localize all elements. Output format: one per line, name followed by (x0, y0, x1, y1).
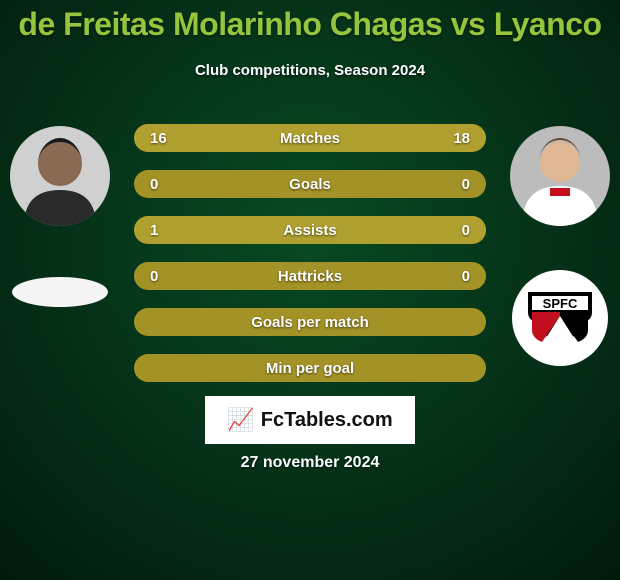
stat-bar: Goals per match (134, 308, 486, 336)
stat-label: Matches (280, 130, 340, 147)
player-silhouette-icon (510, 126, 610, 226)
stat-label: Hattricks (278, 268, 342, 285)
chart-icon: 📈 (227, 407, 254, 433)
stat-label: Goals per match (251, 314, 369, 331)
stats-area: 16 18 Matches 0 0 Goals 1 0 Assists 0 0 Hattricks Go… (134, 124, 486, 400)
stat-bar: 0 0 Goals (134, 170, 486, 198)
stat-label: Min per goal (266, 360, 354, 377)
player-silhouette-icon (10, 126, 110, 226)
stat-value-left: 0 (150, 268, 158, 285)
player-left-photo (10, 126, 110, 226)
stat-value-left: 0 (150, 176, 158, 193)
page-title: de Freitas Molarinho Chagas vs Lyanco (0, 6, 620, 43)
stat-label: Assists (283, 222, 336, 239)
svg-text:SPFC: SPFC (543, 296, 578, 311)
subtitle: Club competitions, Season 2024 (0, 62, 620, 79)
branding-label: FcTables.com (261, 409, 393, 432)
stat-bar: 1 0 Assists (134, 216, 486, 244)
stat-value-right: 0 (462, 268, 470, 285)
stat-value-right: 18 (453, 130, 470, 147)
stat-value-left: 1 (150, 222, 158, 239)
club-placeholder-icon (12, 277, 108, 307)
stat-value-left: 16 (150, 130, 167, 147)
stat-bar: 16 18 Matches (134, 124, 486, 152)
comparison-card: de Freitas Molarinho Chagas vs Lyanco Cl… (0, 0, 620, 580)
stat-bar: 0 0 Hattricks (134, 262, 486, 290)
stat-bar: Min per goal (134, 354, 486, 382)
club-left-logo (10, 242, 110, 342)
date-label: 27 november 2024 (0, 454, 620, 472)
branding-box[interactable]: 📈 FcTables.com (205, 396, 415, 444)
player-right-photo (510, 126, 610, 226)
stat-value-right: 0 (462, 176, 470, 193)
spfc-crest-icon: SPFC (510, 268, 610, 368)
stat-label: Goals (289, 176, 331, 193)
stat-value-right: 0 (462, 222, 470, 239)
club-right-logo: SPFC (510, 268, 610, 368)
